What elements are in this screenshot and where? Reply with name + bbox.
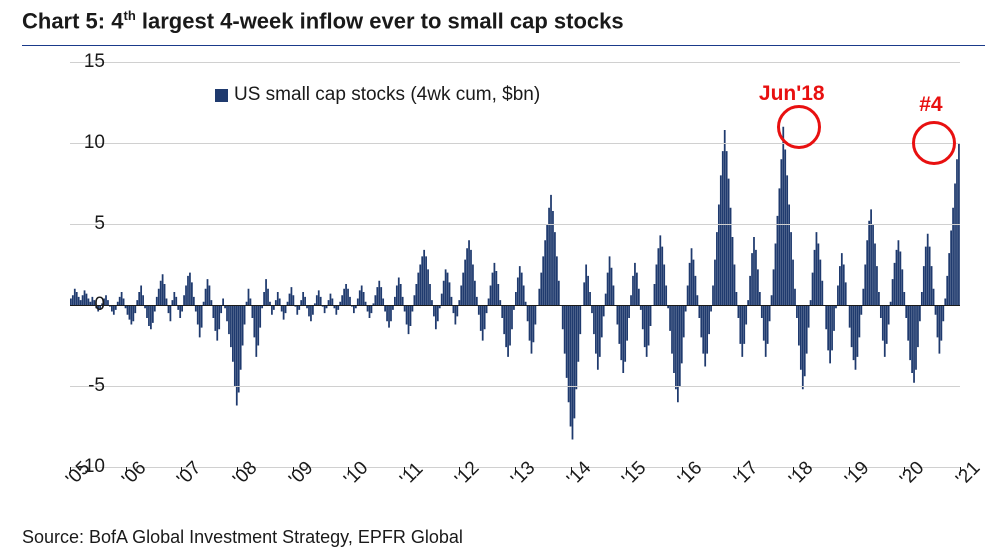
chart-title: Chart 5: 4th largest 4-week inflow ever … bbox=[22, 8, 624, 34]
grid-line bbox=[70, 143, 960, 144]
grid-line bbox=[70, 224, 960, 225]
y-tick-label: 5 bbox=[94, 213, 105, 235]
y-tick-label: 15 bbox=[84, 51, 105, 73]
y-tick-label: 0 bbox=[94, 294, 105, 316]
annotation-label: Jun'18 bbox=[759, 82, 825, 106]
legend-marker bbox=[215, 89, 228, 102]
title-underline bbox=[22, 45, 985, 46]
bars-svg bbox=[70, 62, 960, 467]
legend-label: US small cap stocks (4wk cum, $bn) bbox=[234, 84, 540, 106]
y-tick-label: 10 bbox=[84, 132, 105, 154]
y-tick-label: -5 bbox=[88, 375, 105, 397]
grid-line bbox=[70, 62, 960, 63]
title-super: th bbox=[123, 8, 135, 23]
y-tick-label: -10 bbox=[78, 456, 105, 478]
annotation-label: #4 bbox=[919, 93, 942, 117]
title-suffix: largest 4-week inflow ever to small cap … bbox=[136, 8, 624, 33]
title-prefix: Chart 5: 4 bbox=[22, 8, 123, 33]
bar-series bbox=[70, 127, 960, 440]
zero-axis-line bbox=[70, 305, 960, 306]
legend: US small cap stocks (4wk cum, $bn) bbox=[215, 84, 540, 106]
plot-area: US small cap stocks (4wk cum, $bn) '05'0… bbox=[70, 62, 960, 467]
grid-line bbox=[70, 386, 960, 387]
source-text: Source: BofA Global Investment Strategy,… bbox=[22, 527, 463, 548]
annotation-circle bbox=[777, 105, 821, 149]
annotation-circle bbox=[912, 121, 956, 165]
